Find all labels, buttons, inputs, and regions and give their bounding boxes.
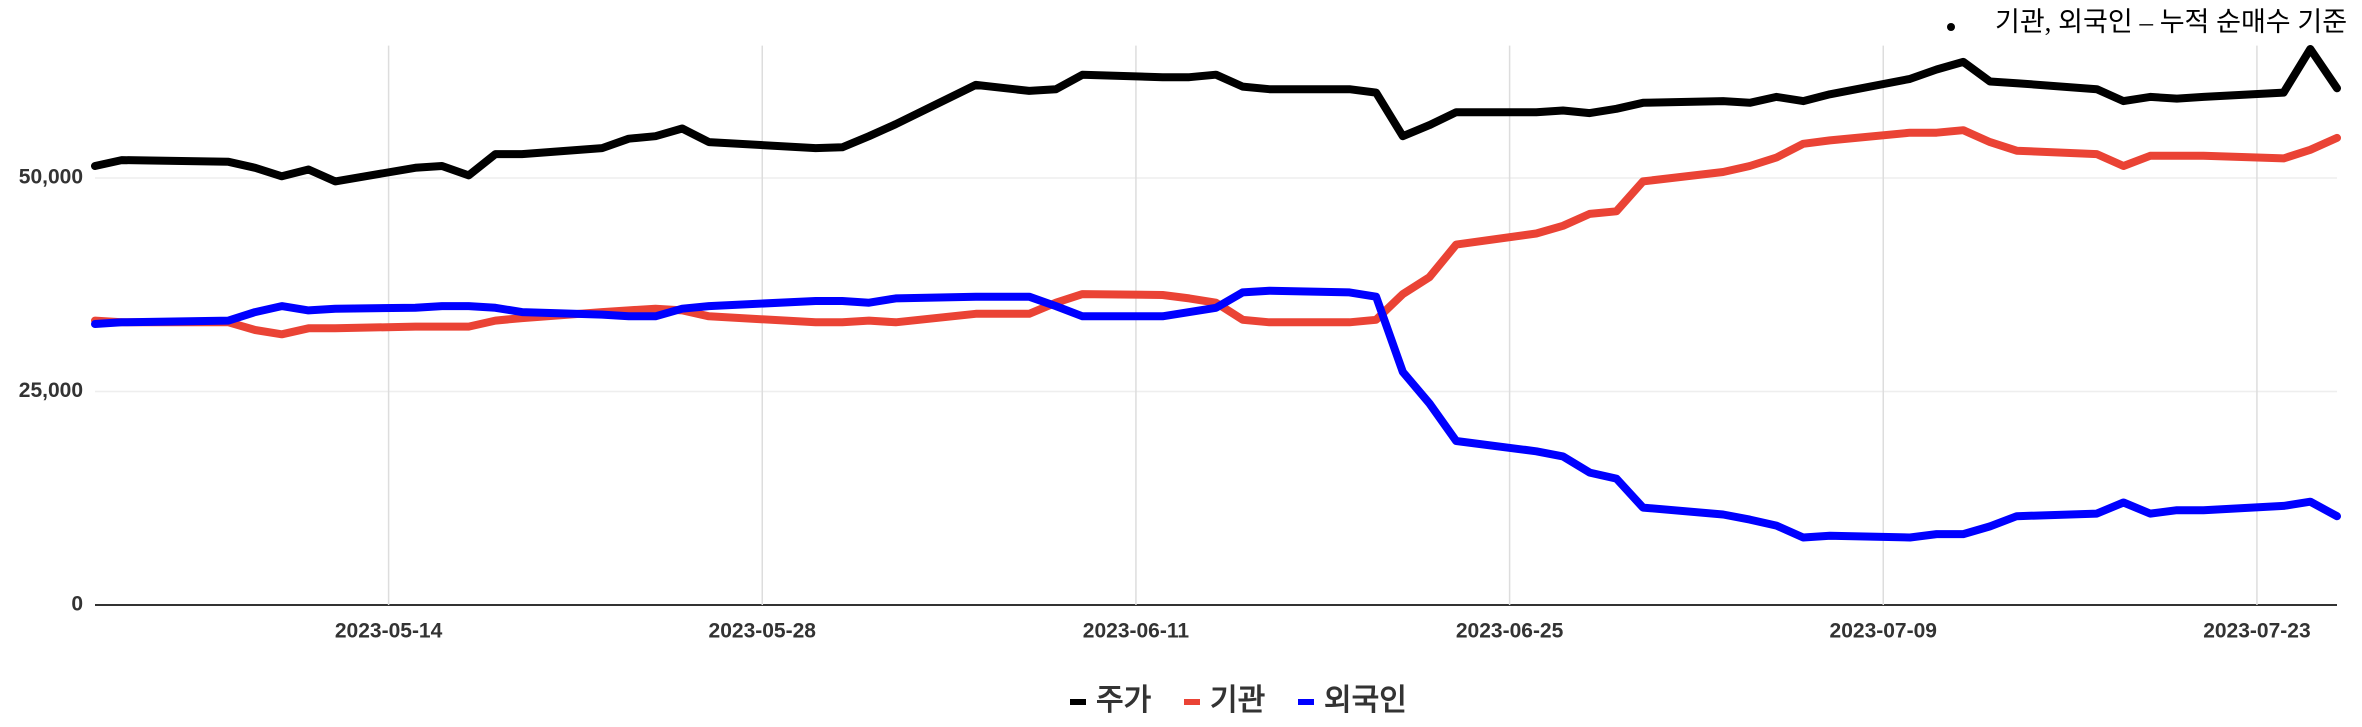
line-series xyxy=(91,45,2341,186)
legend-label: 외국인 xyxy=(1324,684,1407,717)
line-series xyxy=(91,126,2341,339)
y-tick-label: 25,000 xyxy=(19,379,83,402)
legend-label: 기관 xyxy=(1210,684,1265,717)
x-tick-label: 2023-05-14 xyxy=(335,620,443,643)
annotation-bullet xyxy=(1947,23,1955,31)
x-tick-label: 2023-07-23 xyxy=(2203,620,2310,643)
legend-label: 주가 xyxy=(1096,684,1152,717)
annotation: 기관, 외국인 – 누적 순매수 기준 xyxy=(1995,7,2347,37)
x-tick-label: 2023-05-28 xyxy=(709,620,817,643)
x-tick-label: 2023-06-11 xyxy=(1083,620,1190,643)
line-series xyxy=(91,286,2341,542)
x-tick-label: 2023-06-25 xyxy=(1456,620,1564,643)
x-tick-label: 2023-07-09 xyxy=(1830,620,1937,643)
y-tick-label: 0 xyxy=(71,593,83,616)
y-tick-label: 50,000 xyxy=(19,166,83,189)
